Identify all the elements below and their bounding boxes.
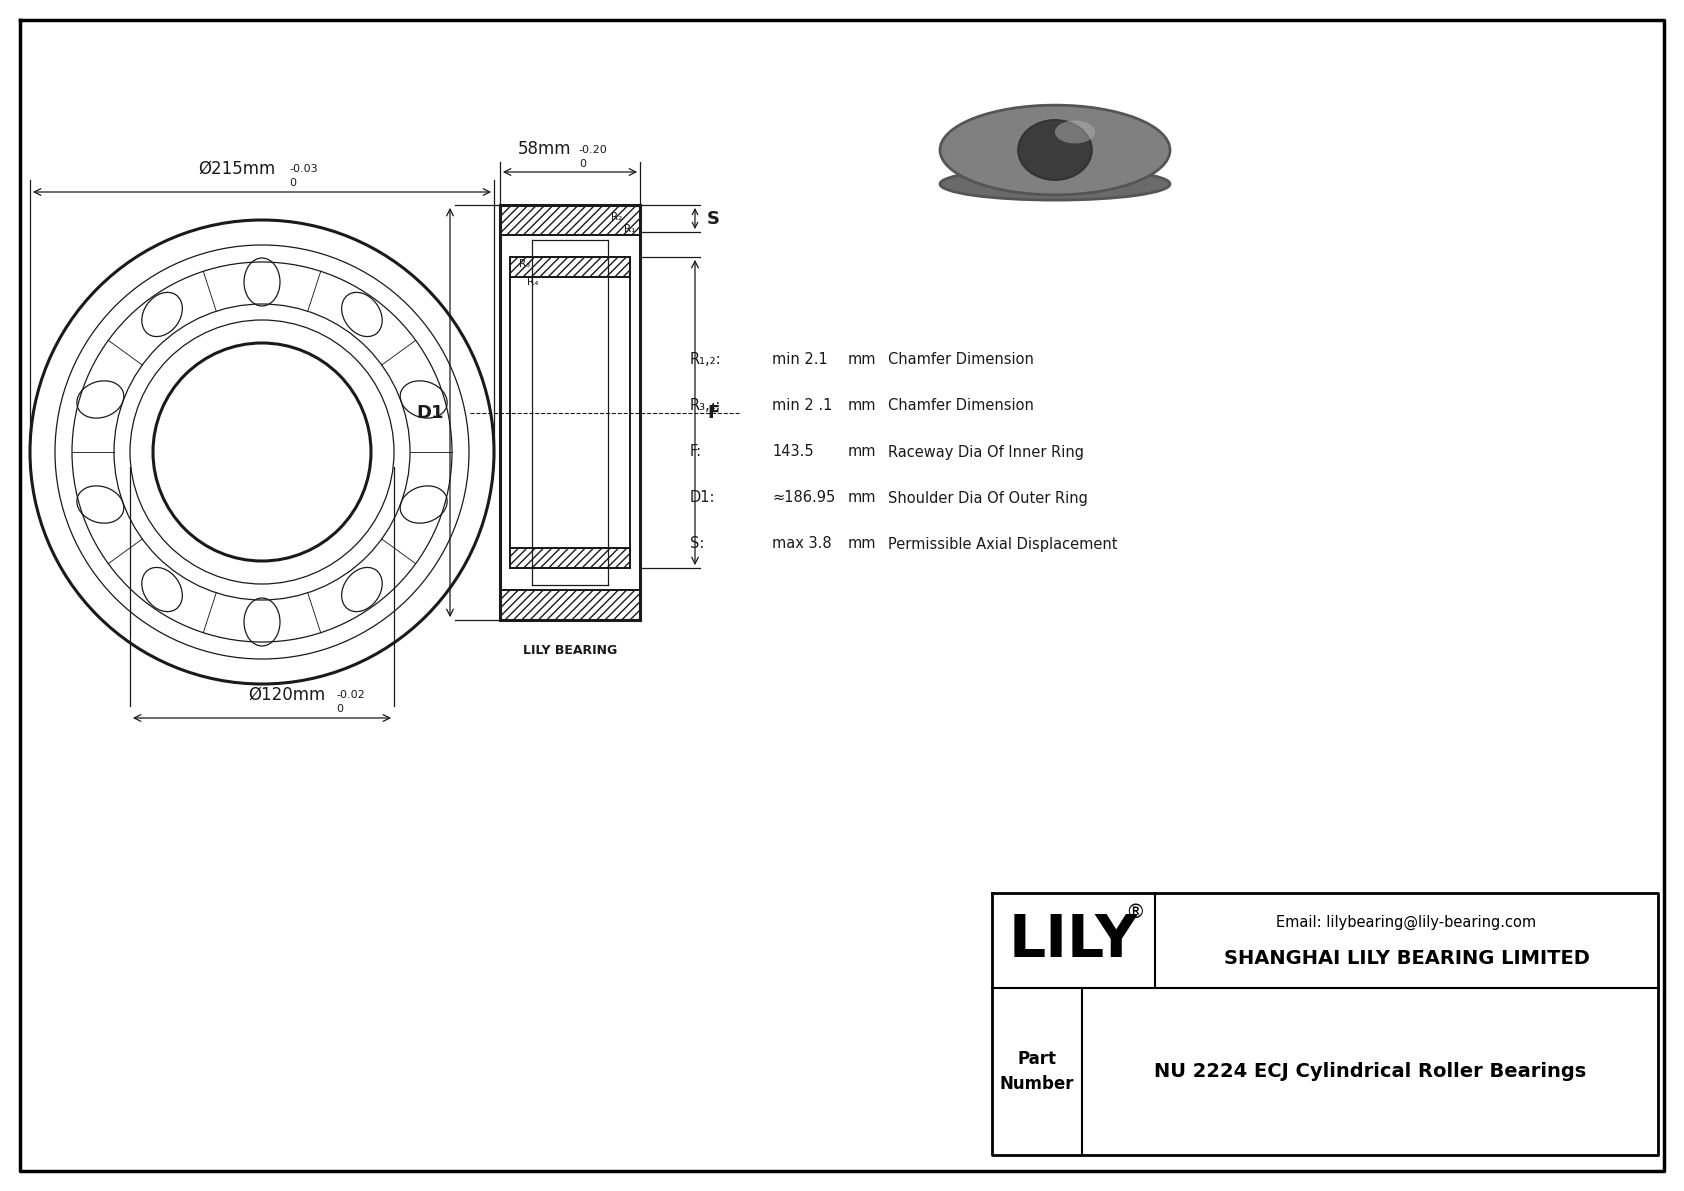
Ellipse shape <box>940 105 1170 195</box>
Text: 0: 0 <box>337 704 344 713</box>
Bar <box>500 205 640 235</box>
Text: ®: ® <box>1125 903 1145 922</box>
Text: mm: mm <box>849 353 876 368</box>
Text: S: S <box>707 210 721 227</box>
Bar <box>510 257 630 278</box>
Text: Permissible Axial Displacement: Permissible Axial Displacement <box>887 536 1118 551</box>
Ellipse shape <box>1019 120 1091 180</box>
Text: LILY: LILY <box>1009 912 1138 969</box>
Text: Ø120mm: Ø120mm <box>248 686 325 704</box>
Text: -0.03: -0.03 <box>290 164 318 174</box>
Text: NU 2224 ECJ Cylindrical Roller Bearings: NU 2224 ECJ Cylindrical Roller Bearings <box>1154 1062 1586 1081</box>
Text: R₃: R₃ <box>519 258 530 269</box>
Text: 58mm: 58mm <box>519 141 571 158</box>
Text: mm: mm <box>849 536 876 551</box>
Text: mm: mm <box>849 491 876 505</box>
Text: Chamfer Dimension: Chamfer Dimension <box>887 353 1034 368</box>
Text: LILY BEARING: LILY BEARING <box>522 643 616 656</box>
Text: D1:: D1: <box>690 491 716 505</box>
Text: Ø215mm: Ø215mm <box>199 160 276 177</box>
Text: mm: mm <box>849 399 876 413</box>
Text: Part
Number: Part Number <box>1000 1050 1074 1093</box>
Text: max 3.8: max 3.8 <box>771 536 832 551</box>
Text: Shoulder Dia Of Outer Ring: Shoulder Dia Of Outer Ring <box>887 491 1088 505</box>
Text: Chamfer Dimension: Chamfer Dimension <box>887 399 1034 413</box>
Text: F:: F: <box>690 444 702 460</box>
Bar <box>500 590 640 621</box>
Text: SHANGHAI LILY BEARING LIMITED: SHANGHAI LILY BEARING LIMITED <box>1224 949 1590 968</box>
Text: -0.20: -0.20 <box>579 145 608 155</box>
Text: S:: S: <box>690 536 704 551</box>
Text: Raceway Dia Of Inner Ring: Raceway Dia Of Inner Ring <box>887 444 1084 460</box>
Ellipse shape <box>940 168 1170 200</box>
Ellipse shape <box>1054 120 1095 143</box>
Text: D1: D1 <box>416 404 445 422</box>
Text: Email: lilybearing@lily-bearing.com: Email: lilybearing@lily-bearing.com <box>1276 915 1536 930</box>
Text: R₄: R₄ <box>527 278 539 287</box>
Text: R₁,₂:: R₁,₂: <box>690 353 722 368</box>
Text: F: F <box>707 404 719 422</box>
Text: mm: mm <box>849 444 876 460</box>
Text: 143.5: 143.5 <box>771 444 813 460</box>
Text: min 2 .1: min 2 .1 <box>771 399 832 413</box>
Text: min 2.1: min 2.1 <box>771 353 829 368</box>
Text: R₁: R₁ <box>625 224 635 233</box>
Text: 0: 0 <box>290 177 296 188</box>
Text: 0: 0 <box>579 160 586 169</box>
Bar <box>510 548 630 568</box>
Text: ≈186.95: ≈186.95 <box>771 491 835 505</box>
Text: R₂: R₂ <box>611 212 623 222</box>
Text: R₃,₄:: R₃,₄: <box>690 399 721 413</box>
Text: -0.02: -0.02 <box>337 690 365 700</box>
